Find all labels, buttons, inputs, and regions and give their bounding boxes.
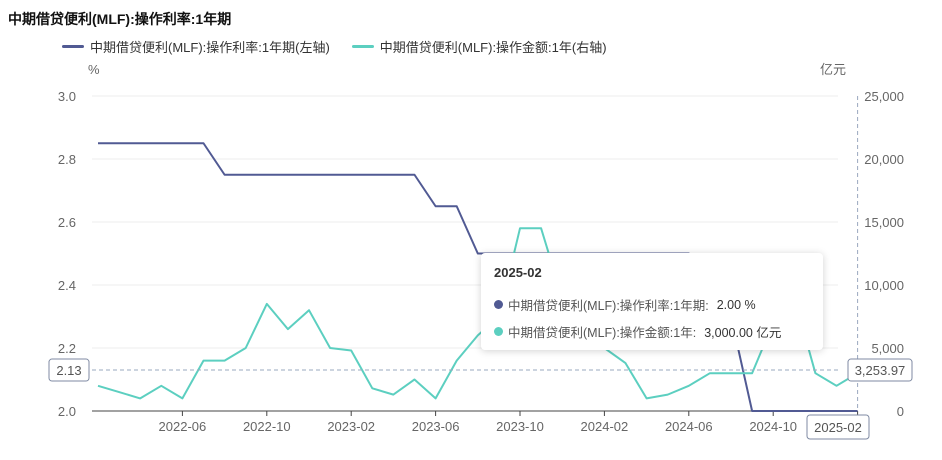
- left-axis-unit: %: [88, 62, 100, 77]
- x-tick-label: 2024-10: [749, 419, 797, 434]
- tooltip-dot-amount: [494, 327, 503, 336]
- pointer-right-label-box: [847, 358, 913, 382]
- left-tick-label: 2.8: [58, 152, 76, 167]
- series-line-amount: [97, 227, 859, 400]
- pointer-left-label-box: [48, 358, 90, 382]
- tooltip-value-amount: 3,000.00 亿元: [704, 326, 782, 340]
- tooltip-label-amount: 中期借贷便利(MLF):操作金额:1年:: [508, 326, 697, 340]
- right-tick-label: 0: [897, 404, 904, 419]
- legend: 中期借贷便利(MLF):操作利率:1年期(左轴) 中期借贷便利(MLF):操作金…: [62, 37, 607, 56]
- x-tick-label: 2023-02: [327, 419, 375, 434]
- x-tick-label: 2024-06: [665, 419, 713, 434]
- tooltip-value-rate: 2.00 %: [716, 297, 756, 312]
- right-tick-label: 5,000: [871, 341, 904, 356]
- pointer-x-label: 2025-02: [814, 420, 862, 435]
- left-tick-label: 2.4: [58, 278, 76, 293]
- right-axis-unit: 亿元: [820, 62, 846, 77]
- x-tick-label: 2022-06: [159, 419, 207, 434]
- right-tick-label: 20,000: [864, 152, 904, 167]
- right-tick-label: 10,000: [864, 278, 904, 293]
- x-tick-label: 2023-10: [496, 419, 544, 434]
- x-tick-label: 2024-02: [581, 419, 629, 434]
- legend-label-amount: 中期借贷便利(MLF):操作金额:1年(右轴): [379, 40, 607, 55]
- legend-swatch-rate: [62, 45, 84, 48]
- left-tick-label: 2.6: [58, 215, 76, 230]
- right-tick-label: 15,000: [864, 215, 904, 230]
- tooltip-row-amount: 中期借贷便利(MLF):操作金额:1年: 3,000.00 亿元: [494, 322, 781, 341]
- pointer-x-label-box: [806, 414, 870, 440]
- tooltip: 2025-02 中期借贷便利(MLF):操作利率:1年期: 2.00 % 中期借…: [481, 253, 823, 350]
- x-tick-label: 2023-06: [412, 419, 460, 434]
- legend-label-rate: 中期借贷便利(MLF):操作利率:1年期(左轴): [90, 40, 330, 55]
- x-tick-label: 2022-10: [243, 419, 291, 434]
- legend-swatch-amount: [351, 45, 374, 48]
- left-tick-label: 3.0: [58, 89, 76, 104]
- tooltip-row-rate: 中期借贷便利(MLF):操作利率:1年期: 2.00 %: [494, 295, 756, 314]
- pointer-right-label: 3,253.97: [855, 363, 906, 378]
- tooltip-dot-rate: [494, 300, 503, 309]
- chart-title: 中期借贷便利(MLF):操作利率:1年期: [8, 11, 232, 27]
- tooltip-title: 2025-02: [494, 265, 542, 280]
- left-tick-label: 2.2: [58, 341, 76, 356]
- left-tick-label: 2.0: [58, 404, 76, 419]
- tooltip-label-rate: 中期借贷便利(MLF):操作利率:1年期:: [508, 299, 709, 313]
- right-tick-label: 25,000: [864, 89, 904, 104]
- legend-item-rate[interactable]: 中期借贷便利(MLF):操作利率:1年期(左轴): [62, 37, 330, 56]
- legend-item-amount[interactable]: 中期借贷便利(MLF):操作金额:1年(右轴): [351, 37, 607, 56]
- pointer-left-label: 2.13: [56, 363, 81, 378]
